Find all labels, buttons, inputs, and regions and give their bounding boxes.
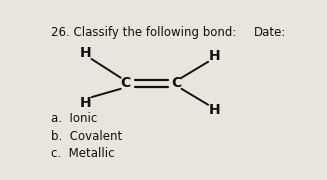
Text: H: H — [209, 49, 220, 63]
Text: H: H — [209, 103, 220, 117]
Text: H: H — [79, 96, 91, 110]
Text: c.  Metallic: c. Metallic — [51, 147, 114, 160]
Text: b.  Covalent: b. Covalent — [51, 130, 122, 143]
Text: a.  Ionic: a. Ionic — [51, 112, 97, 125]
Text: H: H — [79, 46, 91, 60]
Text: 26. Classify the following bond:: 26. Classify the following bond: — [51, 26, 236, 39]
Text: C: C — [171, 76, 181, 90]
Text: C: C — [121, 76, 131, 90]
Text: Date:: Date: — [254, 26, 287, 39]
